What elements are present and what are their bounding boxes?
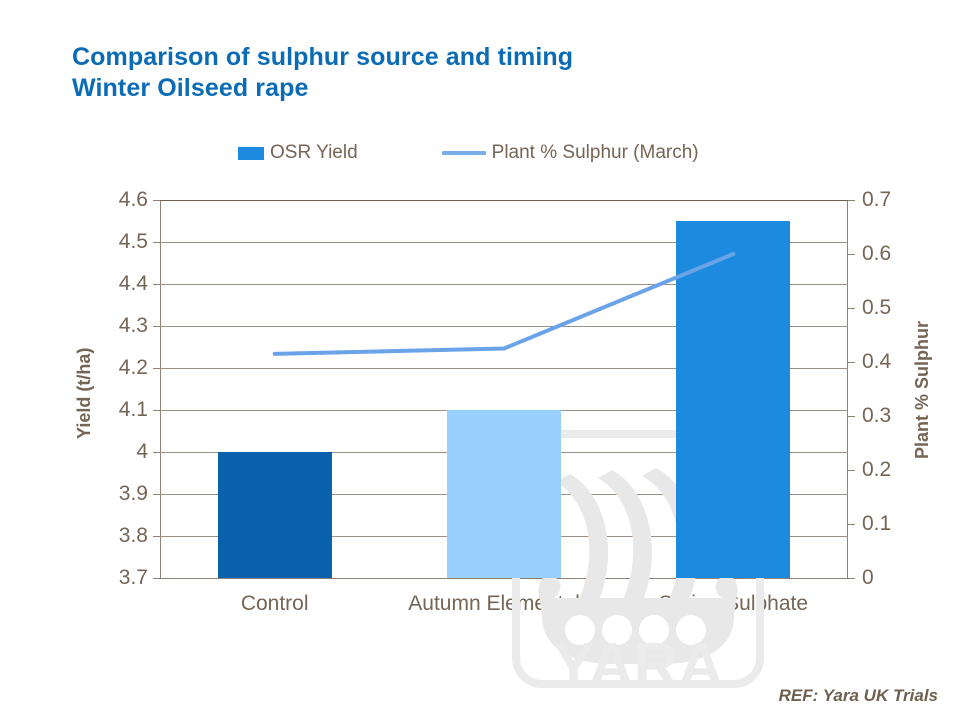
- legend-label-plant-sulphur: Plant % Sulphur (March): [491, 142, 699, 163]
- chart-source-reference: REF: Yara UK Trials: [778, 686, 938, 705]
- legend-swatch-line-icon: [441, 151, 486, 155]
- gridline: [160, 242, 848, 243]
- left-axis-tick-mark: [153, 242, 160, 243]
- plant-sulphur-line-path: [272, 252, 736, 356]
- gridline: [160, 200, 848, 201]
- chart-title: Comparison of sulphur source and timing …: [72, 42, 573, 104]
- right-axis-tick-label: 0: [862, 566, 874, 589]
- right-axis-tick-label: 0.6: [862, 242, 892, 265]
- plot-right-border: [847, 200, 848, 578]
- legend-swatch-bar-icon: [238, 146, 264, 160]
- plot-area: YARA: [160, 200, 848, 700]
- bar-spring-sulphate[interactable]: [676, 221, 791, 578]
- left-axis-tick-mark: [153, 452, 160, 453]
- left-axis-tick-label: 3.9: [118, 482, 148, 505]
- bar-control[interactable]: [217, 452, 332, 578]
- chart-title-line-2: Winter Oilseed rape: [72, 74, 309, 102]
- gridline: [160, 326, 848, 327]
- left-axis-tick-mark: [153, 284, 160, 285]
- right-axis-tick-label: 0.5: [862, 296, 892, 319]
- left-axis-tick-mark: [153, 536, 160, 537]
- right-axis-tick-mark: [848, 470, 855, 471]
- left-axis-tick-label: 4.3: [118, 314, 148, 337]
- left-axis-tick-mark: [153, 368, 160, 369]
- right-axis-title: Plant % Sulphur: [912, 320, 932, 459]
- right-axis-tick-label: 0.3: [862, 404, 892, 427]
- left-axis-tick-mark: [153, 326, 160, 327]
- right-axis-tick-label: 0.1: [862, 512, 892, 535]
- right-axis-tick-mark: [848, 200, 855, 201]
- right-axis-tick-mark: [848, 524, 855, 525]
- category-label-spring-sulphate: Spring Sulphate: [658, 592, 809, 615]
- left-axis-tick-label: 3.8: [118, 524, 148, 547]
- right-axis-tick-mark: [848, 308, 855, 309]
- legend-item-osr-yield[interactable]: OSR Yield: [238, 142, 358, 164]
- left-axis-tick-label: 4.1: [118, 398, 148, 421]
- svg-text:YARA: YARA: [553, 631, 723, 688]
- left-axis-tick-mark: [153, 200, 160, 201]
- plot-left-border: [160, 200, 161, 578]
- category-label-autumn-elemental-s: Autumn Elemental S: [408, 592, 600, 615]
- gridline: [160, 578, 848, 579]
- left-axis-tick-mark: [153, 578, 160, 579]
- right-axis-tick-mark: [848, 416, 855, 417]
- gridline: [160, 284, 848, 285]
- left-axis-tick-mark: [153, 494, 160, 495]
- legend-label-osr-yield: OSR Yield: [270, 142, 358, 163]
- right-axis-tick-mark: [848, 254, 855, 255]
- left-axis-tick-label: 4.5: [118, 230, 148, 253]
- legend-item-plant-sulphur[interactable]: Plant % Sulphur (March): [441, 142, 699, 164]
- bar-autumn-elemental-s[interactable]: [447, 410, 561, 578]
- right-axis-tick-label: 0.4: [862, 350, 892, 373]
- left-axis-tick-mark: [153, 410, 160, 411]
- right-axis-tick-label: 0.7: [862, 188, 892, 211]
- line-series-plant-sulphur: [272, 252, 736, 356]
- left-axis-tick-label: 3.7: [118, 566, 148, 589]
- left-axis-tick-label: 4: [136, 440, 148, 463]
- right-axis-tick-mark: [848, 578, 855, 579]
- chart-legend: OSR Yield Plant % Sulphur (March): [238, 142, 699, 164]
- right-axis-tick-label: 0.2: [862, 458, 892, 481]
- right-axis-tick-mark: [848, 362, 855, 363]
- category-label-control: Control: [240, 592, 309, 615]
- left-axis-tick-label: 4.6: [118, 188, 148, 211]
- gridline: [160, 368, 848, 369]
- left-axis-tick-label: 4.4: [118, 272, 148, 295]
- chart-title-line-1: Comparison of sulphur source and timing: [72, 43, 574, 71]
- left-axis-tick-label: 4.2: [118, 356, 148, 379]
